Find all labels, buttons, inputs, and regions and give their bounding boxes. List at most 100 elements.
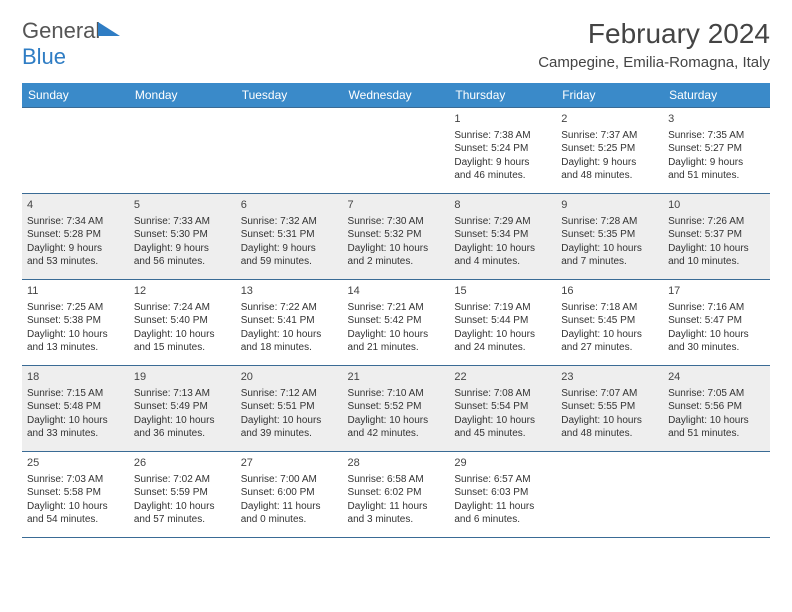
sunset-text: Sunset: 5:54 PM <box>454 400 551 414</box>
daylight-text: Daylight: 10 hours <box>134 328 231 342</box>
sunrise-text: Sunrise: 7:02 AM <box>134 473 231 487</box>
day-number: 28 <box>348 456 445 471</box>
calendar-week-row: 11Sunrise: 7:25 AMSunset: 5:38 PMDayligh… <box>22 280 770 366</box>
sunset-text: Sunset: 5:34 PM <box>454 228 551 242</box>
day-number: 11 <box>27 284 124 299</box>
calendar-day-cell: 5 Sunrise: 7:33 AMSunset: 5:30 PMDaylight… <box>129 194 236 280</box>
sunset-text: Sunset: 5:41 PM <box>241 314 338 328</box>
sunset-text: Sunset: 5:30 PM <box>134 228 231 242</box>
calendar-day-cell <box>663 452 770 538</box>
calendar-day-cell: 27Sunrise: 7:00 AMSunset: 6:00 PMDayligh… <box>236 452 343 538</box>
daylight-text: Daylight: 10 hours <box>27 500 124 514</box>
brand-logo: General Blue <box>22 18 120 70</box>
daylight-text: and 13 minutes. <box>27 341 124 355</box>
sunrise-text: Sunrise: 7:18 AM <box>561 301 658 315</box>
daylight-text: Daylight: 10 hours <box>454 414 551 428</box>
calendar-week-row: 18Sunrise: 7:15 AMSunset: 5:48 PMDayligh… <box>22 366 770 452</box>
sunrise-text: Sunrise: 7:22 AM <box>241 301 338 315</box>
daylight-text: and 53 minutes. <box>27 255 124 269</box>
daylight-text: and 6 minutes. <box>454 513 551 527</box>
sunrise-text: Sunrise: 7:26 AM <box>668 215 765 229</box>
sunset-text: Sunset: 5:49 PM <box>134 400 231 414</box>
day-number: 14 <box>348 284 445 299</box>
calendar-day-cell: 24Sunrise: 7:05 AMSunset: 5:56 PMDayligh… <box>663 366 770 452</box>
sunrise-text: Sunrise: 7:00 AM <box>241 473 338 487</box>
calendar-day-cell: 4Sunrise: 7:34 AMSunset: 5:28 PMDaylight… <box>22 194 129 280</box>
sunrise-text: Sunrise: 7:24 AM <box>134 301 231 315</box>
daylight-text: Daylight: 9 hours <box>134 242 231 256</box>
day-number: 15 <box>454 284 551 299</box>
calendar-day-cell: 8Sunrise: 7:29 AMSunset: 5:34 PMDaylight… <box>449 194 556 280</box>
sunset-text: Sunset: 5:48 PM <box>27 400 124 414</box>
day-number: 2 <box>561 112 658 127</box>
calendar-day-cell: 22 Sunrise: 7:08 AMSunset: 5:54 PMDayligh… <box>449 366 556 452</box>
sunset-text: Sunset: 5:42 PM <box>348 314 445 328</box>
daylight-text: and 3 minutes. <box>348 513 445 527</box>
sunrise-text: Sunrise: 7:16 AM <box>668 301 765 315</box>
sunrise-text: Sunrise: 6:58 AM <box>348 473 445 487</box>
sunrise-text: Sunrise: 7:30 AM <box>348 215 445 229</box>
daylight-text: Daylight: 10 hours <box>241 414 338 428</box>
sunrise-text: Sunrise: 7:35 AM <box>668 129 765 143</box>
daylight-text: and 39 minutes. <box>241 427 338 441</box>
header: General Blue February 2024 Campegine, Em… <box>22 18 770 71</box>
day-number: 7 <box>348 198 445 213</box>
day-number: 10 <box>668 198 765 213</box>
day-number: 16 <box>561 284 658 299</box>
calendar-day-cell: 14Sunrise: 7:21 AMSunset: 5:42 PMDayligh… <box>343 280 450 366</box>
daylight-text: Daylight: 10 hours <box>668 242 765 256</box>
daylight-text: Daylight: 9 hours <box>241 242 338 256</box>
daylight-text: and 30 minutes. <box>668 341 765 355</box>
sunset-text: Sunset: 6:00 PM <box>241 486 338 500</box>
day-number: 5 <box>134 198 231 213</box>
logo-blue: Blue <box>22 44 66 69</box>
daylight-text: Daylight: 10 hours <box>27 328 124 342</box>
sunrise-text: Sunrise: 7:08 AM <box>454 387 551 401</box>
daylight-text: and 7 minutes. <box>561 255 658 269</box>
daylight-text: and 21 minutes. <box>348 341 445 355</box>
daylight-text: and 0 minutes. <box>241 513 338 527</box>
sunrise-text: Sunrise: 7:33 AM <box>134 215 231 229</box>
logo-general: General <box>22 18 100 43</box>
calendar-day-cell: 16Sunrise: 7:18 AMSunset: 5:45 PMDayligh… <box>556 280 663 366</box>
calendar-day-cell: 3Sunrise: 7:35 AMSunset: 5:27 PMDaylight… <box>663 108 770 194</box>
sunrise-text: Sunrise: 7:34 AM <box>27 215 124 229</box>
sunset-text: Sunset: 5:55 PM <box>561 400 658 414</box>
sunrise-text: Sunrise: 7:25 AM <box>27 301 124 315</box>
daylight-text: and 57 minutes. <box>134 513 231 527</box>
daylight-text: Daylight: 10 hours <box>134 414 231 428</box>
calendar-day-cell: 17Sunrise: 7:16 AMSunset: 5:47 PMDayligh… <box>663 280 770 366</box>
calendar-day-cell: 21Sunrise: 7:10 AMSunset: 5:52 PMDayligh… <box>343 366 450 452</box>
daylight-text: and 51 minutes. <box>668 169 765 183</box>
day-number: 19 <box>134 370 231 385</box>
sunset-text: Sunset: 5:27 PM <box>668 142 765 156</box>
calendar-day-cell: 11Sunrise: 7:25 AMSunset: 5:38 PMDayligh… <box>22 280 129 366</box>
calendar-day-cell: 13Sunrise: 7:22 AMSunset: 5:41 PMDayligh… <box>236 280 343 366</box>
day-number: 26 <box>134 456 231 471</box>
sunset-text: Sunset: 5:52 PM <box>348 400 445 414</box>
daylight-text: and 36 minutes. <box>134 427 231 441</box>
calendar-day-cell <box>236 108 343 194</box>
sunrise-text: Sunrise: 7:03 AM <box>27 473 124 487</box>
sunset-text: Sunset: 5:25 PM <box>561 142 658 156</box>
day-number: 22 <box>454 370 551 385</box>
daylight-text: Daylight: 10 hours <box>348 242 445 256</box>
daylight-text: and 48 minutes. <box>561 169 658 183</box>
day-number: 25 <box>27 456 124 471</box>
daylight-text: and 59 minutes. <box>241 255 338 269</box>
daylight-text: Daylight: 11 hours <box>241 500 338 514</box>
sunset-text: Sunset: 5:32 PM <box>348 228 445 242</box>
daylight-text: Daylight: 11 hours <box>348 500 445 514</box>
title-block: February 2024 Campegine, Emilia-Romagna,… <box>538 18 770 71</box>
daylight-text: and 54 minutes. <box>27 513 124 527</box>
weekday-header: Friday <box>556 83 663 108</box>
daylight-text: and 4 minutes. <box>454 255 551 269</box>
calendar-day-cell: 15Sunrise: 7:19 AMSunset: 5:44 PMDayligh… <box>449 280 556 366</box>
sunset-text: Sunset: 5:44 PM <box>454 314 551 328</box>
daylight-text: Daylight: 10 hours <box>241 328 338 342</box>
day-number: 23 <box>561 370 658 385</box>
month-title: February 2024 <box>538 18 770 50</box>
calendar-day-cell <box>343 108 450 194</box>
daylight-text: Daylight: 11 hours <box>454 500 551 514</box>
day-number: 24 <box>668 370 765 385</box>
